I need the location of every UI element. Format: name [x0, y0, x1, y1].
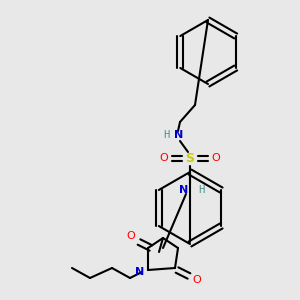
Text: N: N: [135, 267, 145, 277]
Text: H: H: [198, 185, 204, 195]
Text: O: O: [212, 153, 220, 163]
Text: O: O: [193, 275, 201, 285]
Text: S: S: [185, 152, 194, 164]
Text: N: N: [179, 185, 188, 195]
Text: N: N: [174, 130, 183, 140]
Text: O: O: [127, 231, 135, 241]
Text: H: H: [163, 130, 169, 140]
Text: O: O: [160, 153, 168, 163]
